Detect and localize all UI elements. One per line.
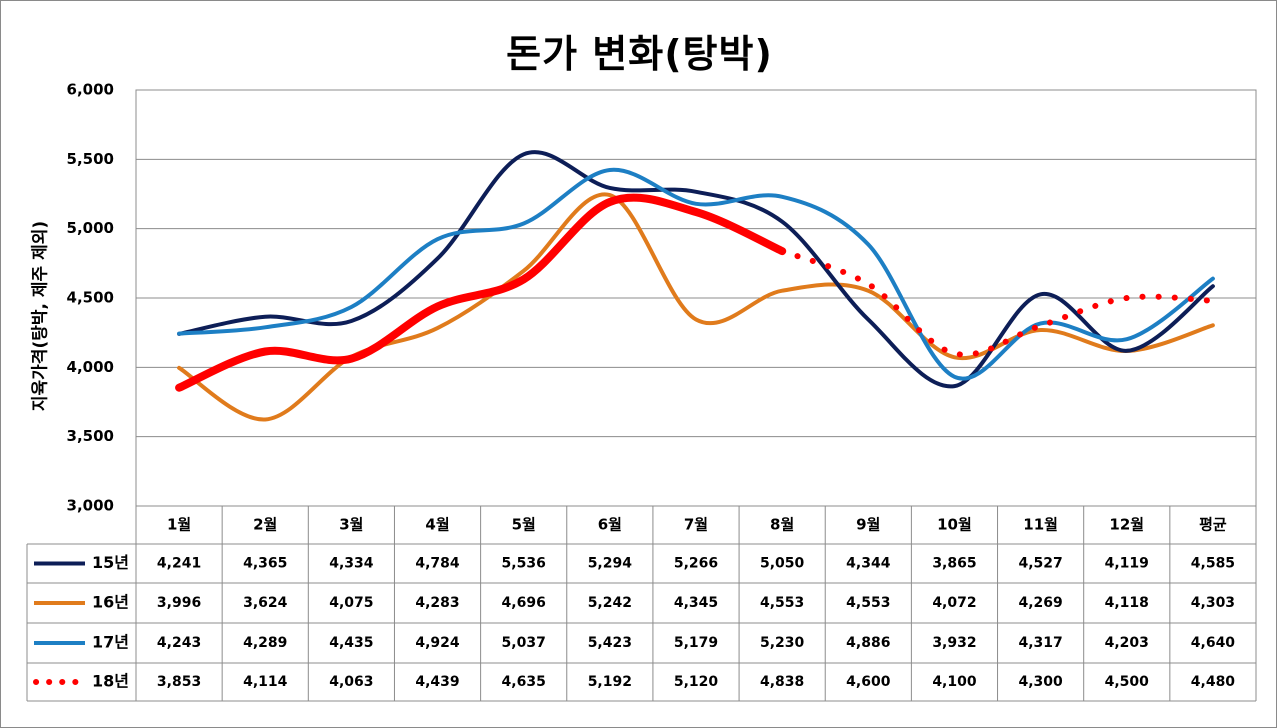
x-tick-label: 11월 (1023, 516, 1058, 534)
x-tick-label: 6월 (598, 516, 622, 534)
table-cell-value: 4,553 (846, 595, 890, 611)
x-tick-label: 12월 (1109, 516, 1144, 534)
y-tick-label: 5,000 (67, 219, 114, 237)
table-cell-value: 4,886 (846, 635, 890, 651)
table-cell-value: 4,243 (157, 635, 201, 651)
table-cell-value: 3,624 (243, 595, 288, 611)
table-cell-value: 5,037 (502, 635, 546, 651)
table-cell-value: 4,344 (846, 556, 891, 572)
table-cell-value: 4,063 (329, 674, 373, 690)
table-cell-value: 4,480 (1191, 674, 1236, 690)
x-tick-label: 3월 (339, 516, 363, 534)
table-cell-value: 4,303 (1191, 595, 1235, 611)
table-cell-value: 4,838 (760, 674, 804, 690)
legend-label: 15년 (92, 553, 129, 572)
table-cell-value: 5,242 (588, 595, 632, 611)
table-cell-value: 4,334 (329, 556, 374, 572)
table-cell-value: 4,203 (1105, 635, 1149, 651)
table-cell-value: 4,439 (415, 674, 459, 690)
table-cell-value: 5,050 (760, 556, 805, 572)
table-cell-value: 4,435 (329, 635, 373, 651)
table-cell-value: 3,865 (932, 556, 976, 572)
plot-area-border (135, 89, 1257, 507)
table-cell-value: 3,932 (932, 635, 976, 651)
x-tick-label: 5월 (512, 516, 536, 534)
table-cell-value: 4,365 (243, 556, 287, 572)
legend-label: 16년 (92, 593, 129, 612)
series-line-18년-forecast (779, 248, 1216, 358)
x-tick-label: 8월 (770, 516, 794, 534)
table-cell-value: 4,635 (502, 674, 546, 690)
x-tick-label: 7월 (684, 516, 708, 534)
table-cell-value: 4,317 (1018, 635, 1062, 651)
table-cell-value: 5,294 (588, 556, 633, 572)
table-cell-value: 4,784 (415, 556, 460, 572)
series-line-15년 (177, 150, 1215, 389)
table-cell-value: 5,423 (588, 635, 632, 651)
series-line-16년 (177, 192, 1215, 422)
y-tick-label: 4,500 (67, 289, 114, 307)
table-cell-value: 4,527 (1018, 556, 1062, 572)
table-cell-value: 5,536 (502, 556, 546, 572)
table-cell-value: 3,996 (157, 595, 201, 611)
y-tick-label: 4,000 (67, 358, 114, 376)
table-cell-value: 4,100 (932, 674, 977, 690)
x-tick-label: 9월 (856, 516, 880, 534)
table-cell-value: 5,179 (674, 635, 718, 651)
table-cell-value: 4,500 (1105, 674, 1150, 690)
table-cell-value: 4,585 (1191, 556, 1235, 572)
x-tick-label: 평균 (1199, 516, 1227, 534)
table-cell-value: 4,553 (760, 595, 804, 611)
table-cell-value: 4,924 (415, 635, 460, 651)
table-cell-value: 4,072 (932, 595, 976, 611)
chart-title: 돈가 변화(탕박) (506, 32, 773, 76)
table-cell-value: 4,119 (1105, 556, 1149, 572)
x-tick-label: 1월 (167, 516, 191, 534)
y-tick-label: 5,500 (67, 150, 114, 168)
table-cell-value: 4,075 (329, 595, 373, 611)
table-cell-value: 3,853 (157, 674, 201, 690)
table-cell-value: 4,300 (1018, 674, 1063, 690)
table-cell-value: 4,283 (415, 595, 459, 611)
series-line-18년-actual (175, 193, 787, 392)
legend-label: 18년 (92, 672, 129, 691)
table-cell-value: 5,266 (674, 556, 718, 572)
table-cell-value: 4,289 (243, 635, 287, 651)
table-cell-value: 5,230 (760, 635, 805, 651)
series-line-17년 (177, 167, 1215, 381)
table-cell-value: 4,269 (1018, 595, 1062, 611)
x-tick-label: 2월 (253, 516, 277, 534)
x-tick-label: 10월 (937, 516, 972, 534)
table-cell-value: 4,696 (502, 595, 546, 611)
table-cell-value: 4,345 (674, 595, 718, 611)
y-tick-label: 3,500 (67, 427, 114, 445)
table-cell-value: 5,120 (674, 674, 719, 690)
table-cell-value: 4,640 (1191, 635, 1236, 651)
legend-label: 17년 (92, 633, 129, 652)
y-tick-label: 6,000 (67, 81, 114, 99)
table-cell-value: 4,114 (243, 674, 288, 690)
table-cell-value: 4,241 (157, 556, 201, 572)
table-cell-value: 5,192 (588, 674, 632, 690)
y-tick-label: 3,000 (67, 497, 114, 515)
x-tick-label: 4월 (425, 516, 449, 534)
table-cell-value: 4,118 (1105, 595, 1149, 611)
table-cell-value: 4,600 (846, 674, 891, 690)
